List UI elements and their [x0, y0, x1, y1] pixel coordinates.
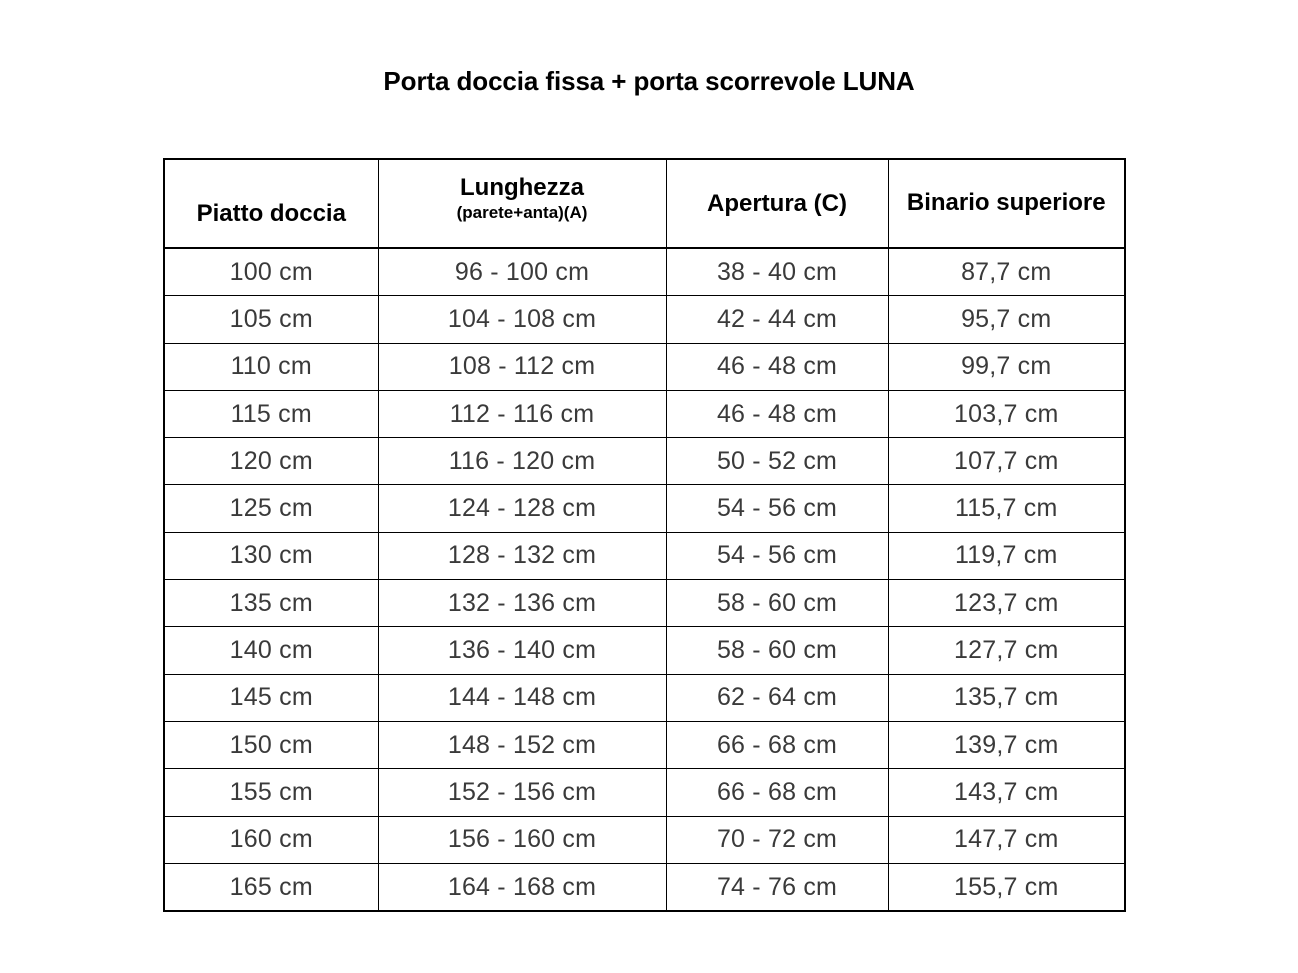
table-cell-piatto_doccia: 115 cm [163, 389, 379, 439]
table-cell-binario_superiore: 103,7 cm [887, 389, 1126, 439]
table-cell-binario_superiore: 99,7 cm [887, 342, 1126, 391]
table-cell-binario_superiore: 87,7 cm [887, 247, 1126, 297]
col-header-apertura-label: Apertura (C) [706, 190, 847, 218]
table-cell-piatto_doccia: 105 cm [163, 295, 379, 344]
table-cell-piatto_doccia: 130 cm [163, 531, 379, 581]
table-cell-lunghezza: 104 - 108 cm [377, 295, 667, 344]
table-cell-apertura: 58 - 60 cm [665, 626, 889, 675]
table-cell-apertura: 58 - 60 cm [665, 579, 889, 628]
col-header-lunghezza-label: Lunghezza [460, 173, 584, 201]
table-cell-lunghezza: 136 - 140 cm [377, 626, 667, 675]
table-cell-lunghezza: 148 - 152 cm [377, 720, 667, 770]
table-cell-apertura: 62 - 64 cm [665, 673, 889, 722]
table-header-row: Piatto doccia Lunghezza (parete+anta)(A)… [163, 158, 1126, 249]
table-header: Piatto doccia Lunghezza (parete+anta)(A)… [163, 158, 1126, 249]
table-cell-lunghezza: 96 - 100 cm [377, 247, 667, 297]
table-cell-piatto_doccia: 100 cm [163, 247, 379, 297]
table-row: 120 cm 116 - 120 cm 50 - 52 cm 107,7 cm [163, 437, 1126, 486]
table-cell-binario_superiore: 119,7 cm [887, 531, 1126, 581]
table-cell-binario_superiore: 147,7 cm [887, 815, 1126, 864]
table-row: 155 cm 152 - 156 cm 66 - 68 cm 143,7 cm [163, 768, 1126, 817]
table-cell-lunghezza: 164 - 168 cm [377, 862, 667, 913]
table-cell-apertura: 54 - 56 cm [665, 484, 889, 533]
col-header-binario: Binario superiore [887, 158, 1126, 249]
table-cell-apertura: 46 - 48 cm [665, 342, 889, 391]
table-cell-apertura: 38 - 40 cm [665, 247, 889, 297]
table-cell-lunghezza: 144 - 148 cm [377, 673, 667, 722]
table-row: 145 cm 144 - 148 cm 62 - 64 cm 135,7 cm [163, 673, 1126, 722]
table-cell-apertura: 54 - 56 cm [665, 531, 889, 581]
table-cell-piatto_doccia: 150 cm [163, 720, 379, 770]
table-row: 130 cm 128 - 132 cm 54 - 56 cm 119,7 cm [163, 531, 1126, 581]
col-header-piatto-doccia-label: Piatto doccia [196, 200, 346, 228]
table-row: 125 cm 124 - 128 cm 54 - 56 cm 115,7 cm [163, 484, 1126, 533]
table-cell-binario_superiore: 135,7 cm [887, 673, 1126, 722]
table-row: 165 cm 164 - 168 cm 74 - 76 cm 155,7 cm [163, 862, 1126, 913]
table-cell-piatto_doccia: 135 cm [163, 579, 379, 628]
col-header-lunghezza: Lunghezza (parete+anta)(A) [377, 158, 667, 249]
col-header-apertura: Apertura (C) [665, 158, 889, 249]
table-row: 105 cm 104 - 108 cm 42 - 44 cm 95,7 cm [163, 295, 1126, 344]
table-cell-binario_superiore: 139,7 cm [887, 720, 1126, 770]
table-cell-piatto_doccia: 125 cm [163, 484, 379, 533]
table-cell-lunghezza: 112 - 116 cm [377, 389, 667, 439]
col-header-piatto-doccia: Piatto doccia [163, 158, 379, 249]
table-cell-binario_superiore: 155,7 cm [887, 862, 1126, 913]
table-cell-binario_superiore: 127,7 cm [887, 626, 1126, 675]
col-header-binario-label: Binario superiore [906, 189, 1106, 217]
table-row: 160 cm 156 - 160 cm 70 - 72 cm 147,7 cm [163, 815, 1126, 864]
table-cell-apertura: 46 - 48 cm [665, 389, 889, 439]
table-cell-piatto_doccia: 120 cm [163, 437, 379, 486]
table-row: 110 cm 108 - 112 cm 46 - 48 cm 99,7 cm [163, 342, 1126, 391]
table-cell-binario_superiore: 115,7 cm [887, 484, 1126, 533]
table-cell-piatto_doccia: 160 cm [163, 815, 379, 864]
table-cell-binario_superiore: 107,7 cm [887, 437, 1126, 486]
table-cell-piatto_doccia: 110 cm [163, 342, 379, 391]
table-cell-piatto_doccia: 145 cm [163, 673, 379, 722]
table-cell-lunghezza: 132 - 136 cm [377, 579, 667, 628]
table-body: 100 cm 96 - 100 cm 38 - 40 cm 87,7 cm 105 cm… [163, 247, 1126, 913]
table-cell-binario_superiore: 143,7 cm [887, 768, 1126, 817]
table-cell-apertura: 42 - 44 cm [665, 295, 889, 344]
table-row: 140 cm 136 - 140 cm 58 - 60 cm 127,7 cm [163, 626, 1126, 675]
table-cell-lunghezza: 108 - 112 cm [377, 342, 667, 391]
table-cell-lunghezza: 124 - 128 cm [377, 484, 667, 533]
table-cell-piatto_doccia: 140 cm [163, 626, 379, 675]
shower-dimensions-table: Piatto doccia Lunghezza (parete+anta)(A)… [163, 158, 1126, 913]
col-header-lunghezza-sublabel: (parete+anta)(A) [456, 202, 588, 222]
table-row: 115 cm 112 - 116 cm 46 - 48 cm 103,7 cm [163, 389, 1126, 439]
page-title: Porta doccia fissa + porta scorrevole LU… [383, 66, 915, 96]
table-row: 150 cm 148 - 152 cm 66 - 68 cm 139,7 cm [163, 720, 1126, 770]
table-row: 100 cm 96 - 100 cm 38 - 40 cm 87,7 cm [163, 247, 1126, 297]
table-cell-lunghezza: 128 - 132 cm [377, 531, 667, 581]
table-cell-lunghezza: 116 - 120 cm [377, 437, 667, 486]
table-cell-piatto_doccia: 165 cm [163, 862, 379, 913]
table-cell-lunghezza: 156 - 160 cm [377, 815, 667, 864]
table-cell-lunghezza: 152 - 156 cm [377, 768, 667, 817]
table-cell-apertura: 66 - 68 cm [665, 720, 889, 770]
table-row: 135 cm 132 - 136 cm 58 - 60 cm 123,7 cm [163, 579, 1126, 628]
table-cell-apertura: 70 - 72 cm [665, 815, 889, 864]
table-cell-binario_superiore: 123,7 cm [887, 579, 1126, 628]
table-cell-piatto_doccia: 155 cm [163, 768, 379, 817]
table-cell-binario_superiore: 95,7 cm [887, 295, 1126, 344]
table-cell-apertura: 74 - 76 cm [665, 862, 889, 913]
table-cell-apertura: 66 - 68 cm [665, 768, 889, 817]
table-cell-apertura: 50 - 52 cm [665, 437, 889, 486]
